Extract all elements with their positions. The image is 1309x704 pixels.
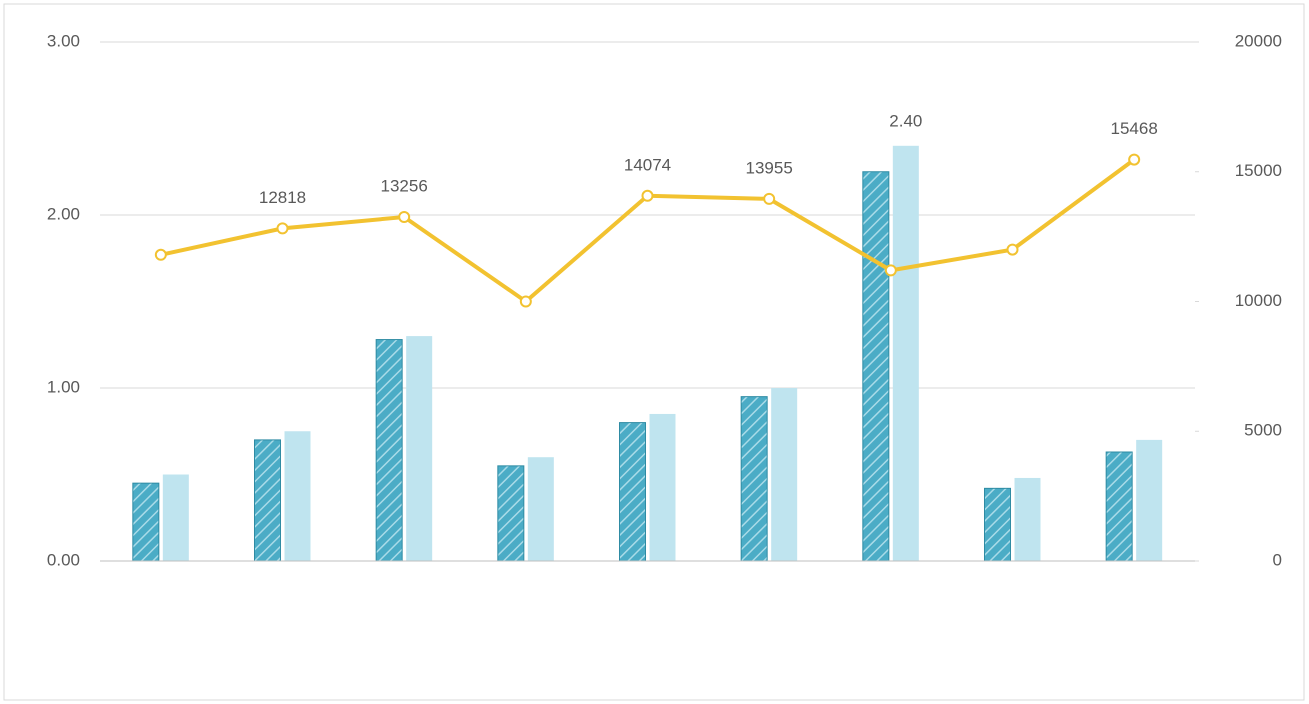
- bar: [984, 487, 1011, 562]
- bar: [619, 422, 646, 562]
- bar: [284, 431, 311, 561]
- y2-tick-label: 0: [1273, 550, 1282, 569]
- bar: [497, 465, 525, 562]
- bar: [375, 339, 403, 562]
- bar: [892, 145, 919, 562]
- bar: [862, 171, 890, 562]
- y2-tick-label: 10000: [1235, 291, 1282, 310]
- bar: [740, 396, 768, 562]
- bar: [1014, 477, 1041, 561]
- y-tick-label: 3.00: [47, 31, 80, 50]
- data-label: 13256: [381, 176, 428, 195]
- data-label: 15468: [1111, 119, 1158, 138]
- y2-tick-label: 20000: [1235, 31, 1282, 50]
- y-tick-label: 2.00: [47, 204, 80, 223]
- y-tick-label: 0.00: [47, 550, 80, 569]
- marker: [276, 222, 289, 235]
- bar: [1136, 439, 1163, 561]
- marker: [398, 211, 411, 224]
- bar: [132, 482, 160, 562]
- marker: [641, 189, 654, 202]
- bar: [527, 457, 554, 561]
- marker: [884, 264, 897, 277]
- bar: [649, 413, 676, 561]
- data-label: 12818: [259, 188, 306, 207]
- marker: [154, 248, 167, 261]
- y2-tick-label: 15000: [1235, 161, 1282, 180]
- y-tick-label: 1.00: [47, 377, 80, 396]
- marker: [1006, 243, 1019, 256]
- marker: [519, 295, 532, 308]
- bar: [1105, 451, 1133, 562]
- bar: [162, 474, 189, 561]
- bar: [771, 388, 798, 561]
- chart-frame: [3, 3, 1305, 701]
- data-label: 14074: [624, 155, 671, 174]
- data-label: 2.40: [889, 111, 922, 130]
- bar: [254, 439, 281, 562]
- y2-tick-label: 5000: [1244, 421, 1282, 440]
- bar: [406, 336, 433, 561]
- data-label: 13955: [746, 158, 793, 177]
- marker: [1128, 153, 1141, 166]
- marker: [763, 192, 776, 205]
